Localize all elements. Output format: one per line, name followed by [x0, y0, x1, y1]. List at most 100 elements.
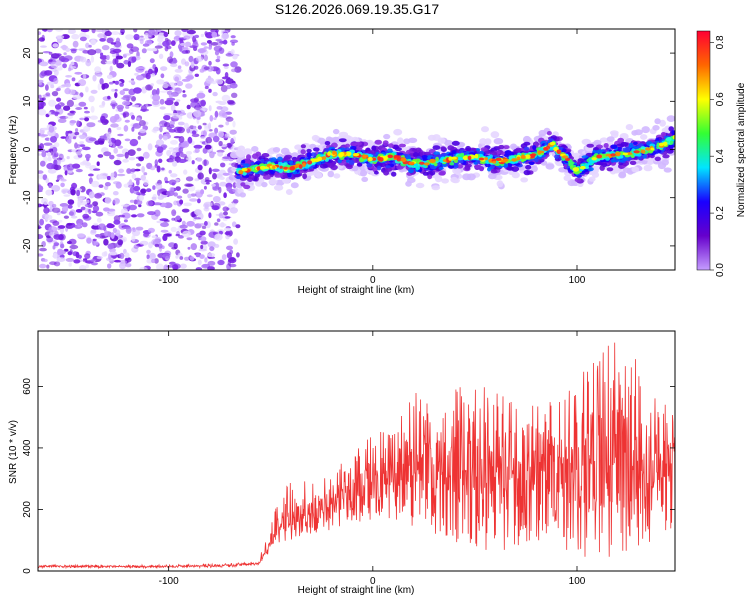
noise-blob — [186, 157, 191, 161]
ridge-blob — [300, 144, 306, 149]
noise-blob — [212, 185, 220, 191]
noise-blob — [231, 145, 236, 153]
y-tick-label: 20 — [22, 47, 33, 59]
ridge-blob — [332, 128, 340, 135]
ridge-blob — [479, 138, 487, 145]
noise-blob — [162, 253, 171, 259]
noise-blob — [62, 190, 66, 194]
noise-blob — [191, 133, 200, 138]
noise-blob — [214, 233, 223, 241]
noise-blob — [158, 53, 164, 59]
noise-blob — [168, 82, 177, 88]
ridge-blob — [433, 151, 441, 156]
ridge-blob — [546, 131, 552, 136]
ridge-blob — [290, 182, 299, 189]
noise-blob — [135, 66, 145, 70]
noise-blob — [208, 122, 212, 130]
noise-blob — [172, 160, 178, 167]
noise-blob — [38, 153, 42, 156]
colorbar-scale — [696, 30, 711, 271]
noise-blob — [122, 158, 129, 163]
noise-blob — [115, 181, 122, 189]
ridge-blob — [247, 174, 255, 180]
noise-blob — [181, 220, 186, 226]
noise-blob — [212, 202, 221, 210]
noise-blob — [119, 90, 126, 96]
noise-blob — [178, 147, 184, 153]
noise-blob — [46, 235, 51, 239]
noise-blob — [60, 243, 65, 249]
noise-blob — [150, 83, 154, 87]
ridge-blob — [282, 177, 291, 184]
noise-blob — [51, 203, 57, 208]
noise-blob — [43, 29, 48, 32]
noise-blob — [223, 192, 227, 199]
noise-blob — [56, 34, 65, 39]
noise-blob — [148, 68, 153, 75]
noise-blob — [179, 42, 187, 46]
noise-blob — [43, 142, 53, 146]
noise-blob — [52, 43, 59, 48]
ridge-blob — [302, 162, 306, 168]
ridge-blob — [422, 171, 429, 176]
noise-blob — [75, 168, 83, 173]
ridge-blob — [568, 161, 575, 165]
noise-blob — [38, 185, 44, 192]
noise-blob — [175, 233, 180, 237]
ridge-blob — [633, 141, 638, 145]
noise-blob — [109, 141, 113, 147]
noise-blob — [170, 63, 178, 68]
noise-blob — [217, 151, 224, 157]
noise-blob — [109, 65, 113, 72]
noise-blob — [38, 31, 42, 36]
ridge-blob — [246, 154, 251, 160]
noise-blob — [88, 95, 95, 103]
ridge-blob — [563, 175, 572, 182]
noise-blob — [216, 106, 223, 110]
noise-blob — [152, 94, 161, 102]
noise-blob — [80, 56, 84, 61]
noise-blob — [227, 259, 232, 266]
ridge-blob — [289, 166, 296, 171]
noise-blob — [163, 113, 173, 116]
noise-blob — [48, 148, 54, 152]
ridge-blob — [462, 155, 469, 161]
ridge-blob — [537, 150, 542, 155]
noise-blob — [70, 189, 76, 196]
noise-blob — [200, 47, 207, 53]
noise-blob — [222, 156, 231, 159]
noise-blob — [70, 110, 76, 114]
noise-blob — [208, 60, 212, 66]
noise-blob — [104, 229, 108, 237]
ridge-blob — [399, 146, 408, 153]
noise-blob — [98, 184, 104, 188]
noise-blob — [139, 128, 147, 134]
noise-blob — [85, 42, 90, 49]
noise-blob — [201, 225, 207, 229]
snr-xlabel: Height of straight line (km) — [298, 585, 415, 596]
noise-blob — [230, 137, 235, 145]
noise-blob — [133, 29, 138, 33]
ridge-blob — [510, 143, 517, 150]
noise-blob — [96, 217, 102, 223]
noise-blob — [149, 166, 156, 171]
noise-blob — [173, 200, 178, 206]
noise-blob — [114, 139, 122, 147]
noise-blob — [135, 226, 144, 231]
ridge-blob — [408, 161, 415, 165]
ridge-blob — [250, 161, 255, 166]
noise-blob — [121, 204, 130, 207]
noise-blob — [116, 126, 122, 131]
noise-blob — [212, 91, 218, 97]
snr-line — [38, 342, 675, 570]
noise-blob — [88, 173, 94, 177]
noise-blob — [181, 208, 190, 213]
noise-blob — [207, 260, 216, 266]
noise-blob — [45, 92, 51, 96]
ridge-blob — [549, 141, 556, 146]
noise-blob — [117, 107, 124, 112]
noise-blob — [184, 256, 190, 261]
noise-blob — [79, 134, 86, 140]
noise-blob — [216, 79, 224, 85]
noise-blob — [214, 110, 219, 118]
